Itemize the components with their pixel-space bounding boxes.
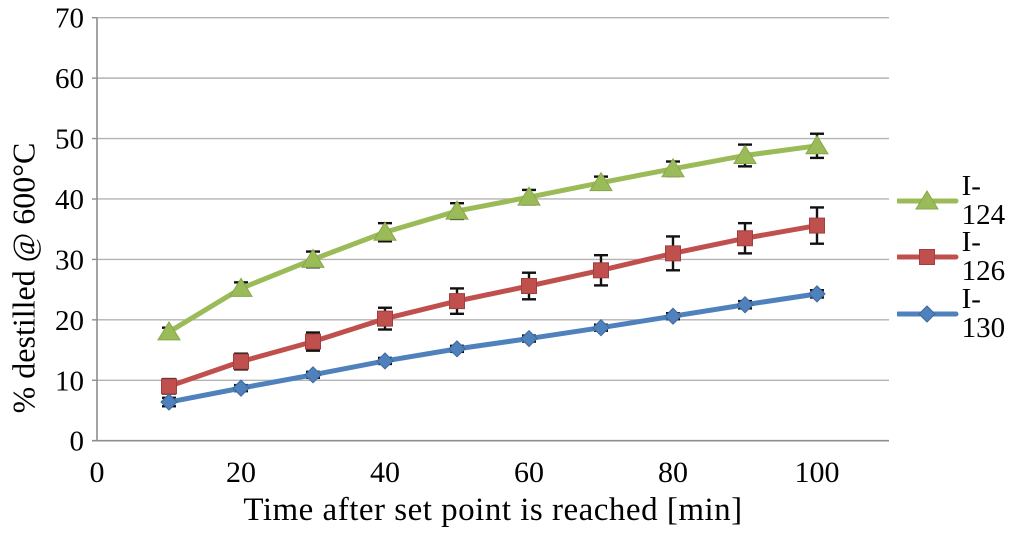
series-line xyxy=(166,143,820,335)
marker-square xyxy=(521,278,537,295)
series-line xyxy=(166,291,820,405)
marker-square xyxy=(377,310,393,327)
y-tick-label: 40 xyxy=(55,184,84,216)
y-axis-title: % destilled @ 600°C xyxy=(5,142,42,414)
marker-square xyxy=(305,333,321,350)
marker-diamond xyxy=(376,352,394,370)
y-tick-label: 70 xyxy=(55,3,84,35)
marker-square xyxy=(737,230,753,247)
x-tick-label: 20 xyxy=(226,456,256,489)
marker-triangle xyxy=(661,157,685,178)
marker-triangle xyxy=(301,248,325,268)
y-tick-label: 20 xyxy=(55,305,84,337)
marker-diamond xyxy=(232,379,250,397)
y-tick-label: 10 xyxy=(55,365,84,397)
x-axis-title: Time after set point is reached [min] xyxy=(243,492,743,528)
y-tick-label: 30 xyxy=(55,244,84,276)
marker-triangle xyxy=(157,320,181,341)
marker-diamond xyxy=(448,340,466,358)
y-tick-label: 50 xyxy=(55,124,84,156)
marker-triangle xyxy=(733,144,757,164)
x-tick-label: 40 xyxy=(370,456,400,489)
marker-diamond xyxy=(808,285,826,303)
marker-diamond xyxy=(664,307,682,325)
marker-triangle xyxy=(517,186,541,206)
marker-diamond xyxy=(592,318,610,337)
marker-triangle xyxy=(589,171,613,192)
marker-square xyxy=(449,293,465,310)
y-tick-label: 60 xyxy=(55,63,84,95)
marker-square xyxy=(809,217,825,234)
x-tick-label: 0 xyxy=(90,456,105,489)
series-I-124 xyxy=(157,134,829,341)
marker-square xyxy=(593,262,609,279)
marker-square xyxy=(665,245,681,262)
marker-triangle xyxy=(445,200,469,220)
marker-triangle xyxy=(805,134,829,155)
marker-square xyxy=(161,378,177,395)
marker-triangle xyxy=(373,221,397,241)
marker-square xyxy=(233,353,249,370)
x-tick-label: 80 xyxy=(658,456,688,489)
marker-diamond xyxy=(736,296,754,314)
marker-diamond xyxy=(160,393,178,411)
marker-diamond xyxy=(304,366,322,384)
marker-diamond xyxy=(520,329,538,348)
marker-triangle xyxy=(229,277,253,297)
series-line xyxy=(166,223,820,389)
series-I-130 xyxy=(160,285,826,411)
series-I-126 xyxy=(161,217,825,395)
y-tick-label: 0 xyxy=(70,426,85,458)
x-tick-label: 60 xyxy=(514,456,544,489)
x-tick-label: 100 xyxy=(795,456,840,489)
